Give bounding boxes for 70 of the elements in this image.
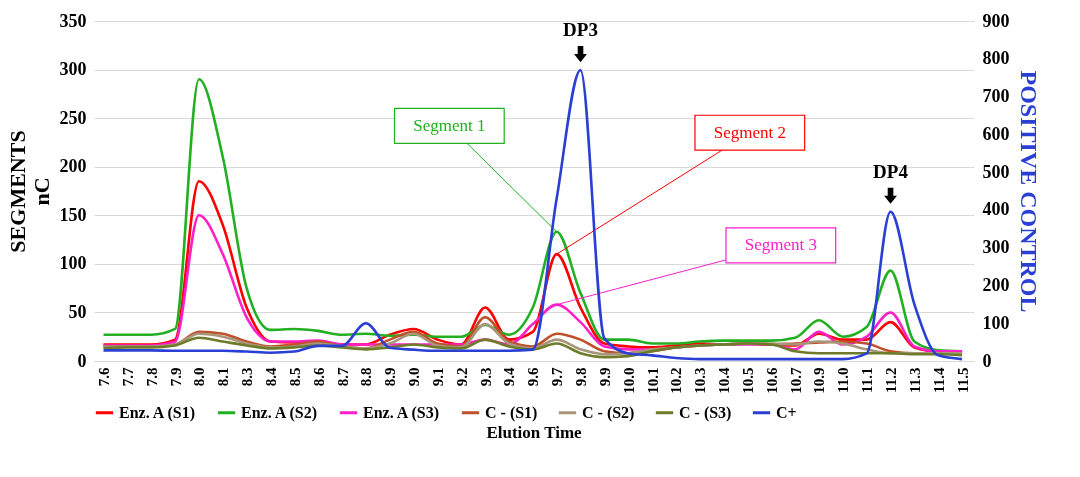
x-tick-label: 9.7 [549, 367, 566, 387]
x-tick-label: 8.0 [191, 367, 208, 387]
x-tick-label: 7.9 [167, 367, 184, 387]
y-tick-label: 0 [77, 350, 87, 371]
x-tick-label: 8.8 [358, 367, 375, 387]
y2-tick-label: 900 [982, 10, 1010, 31]
y-tick-label: 50 [68, 301, 87, 322]
y2-tick-label: 600 [982, 123, 1010, 144]
x-tick-label: 10.6 [763, 367, 780, 394]
legend-label: C - (S3) [679, 403, 732, 422]
y2-tick-label: 200 [982, 274, 1010, 295]
legend-label: Enz. A (S3) [363, 403, 440, 422]
x-tick-label: 9.0 [406, 367, 423, 387]
x-tick-label: 9.8 [573, 367, 589, 387]
y2-tick-label: 400 [982, 199, 1010, 220]
y2-tick-label: 800 [982, 48, 1010, 69]
y-tick-label: 100 [59, 253, 87, 274]
y-tick-label: 300 [59, 59, 87, 80]
y2-tick-label: 0 [982, 350, 992, 371]
x-tick-label: 11.2 [883, 367, 900, 393]
x-tick-label: 8.9 [382, 367, 399, 387]
x-tick-label: 10.0 [620, 367, 637, 394]
x-tick-label: 8.5 [286, 367, 303, 387]
annotation: Segment 3 [744, 235, 817, 255]
x-tick-label: 8.1 [215, 367, 232, 387]
x-tick-label: 10.3 [692, 367, 709, 394]
x-tick-label: 11.1 [859, 367, 876, 393]
x-tick-label: 9.4 [501, 367, 518, 387]
y-tick-label: 200 [59, 156, 87, 177]
x-tick-label: 9.3 [477, 367, 494, 387]
x-tick-label: 10.7 [787, 367, 804, 394]
x-tick-label: 8.6 [310, 367, 327, 387]
x-axis-title: Elution Time [486, 423, 583, 442]
x-tick-label: 10.4 [716, 367, 733, 394]
legend-label: Enz. A (S2) [241, 403, 318, 422]
x-tick-label: 11.5 [954, 367, 971, 393]
annotation: DP3 [563, 19, 598, 41]
legend-label: C - (S2) [582, 403, 635, 422]
annotation: Segment 2 [713, 122, 786, 142]
legend-label: Enz. A (S1) [119, 403, 196, 422]
x-tick-label: 7.8 [143, 367, 160, 387]
legend-label: C - (S1) [485, 403, 538, 422]
annotation: Segment 1 [413, 115, 486, 135]
x-tick-label: 9.9 [596, 367, 613, 387]
x-tick-label: 7.6 [96, 367, 113, 387]
x-tick-label: 8.7 [334, 367, 351, 387]
y2-tick-label: 500 [982, 161, 1010, 182]
x-tick-label: 7.7 [119, 367, 136, 387]
x-tick-label: 11.0 [835, 367, 852, 393]
x-tick-label: 10.2 [668, 367, 685, 394]
x-tick-label: 11.4 [930, 367, 947, 393]
y-tick-label: 350 [59, 10, 87, 31]
x-tick-label: 8.3 [239, 367, 256, 387]
x-tick-label: 10.5 [739, 367, 756, 394]
y2-axis-title: POSITIVE CONTROL [1015, 70, 1042, 313]
annotation: DP4 [873, 160, 909, 182]
y-axis-title: SEGMENTS nC [4, 130, 54, 253]
y-tick-label: 150 [59, 204, 87, 225]
x-tick-label: 9.2 [453, 367, 470, 387]
y2-tick-label: 700 [982, 86, 1010, 107]
x-tick-label: 11.3 [906, 367, 923, 393]
x-tick-label: 8.4 [262, 367, 279, 387]
y2-tick-label: 100 [982, 312, 1010, 333]
y2-tick-label: 300 [982, 237, 1010, 258]
x-tick-label: 9.6 [525, 367, 542, 387]
x-tick-label: 10.1 [644, 367, 661, 394]
legend-label: C+ [776, 403, 797, 421]
x-tick-label: 9.1 [429, 367, 446, 387]
x-tick-label: 10.9 [811, 367, 828, 394]
y-tick-label: 250 [59, 107, 87, 128]
